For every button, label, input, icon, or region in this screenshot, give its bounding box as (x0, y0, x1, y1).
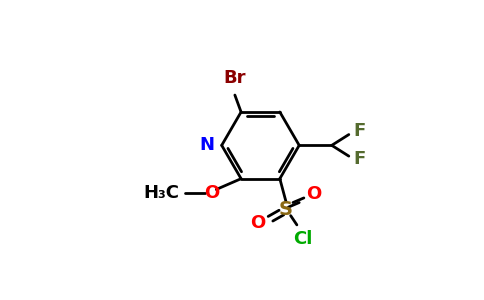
Text: Cl: Cl (293, 230, 313, 248)
Text: N: N (199, 136, 214, 154)
Text: F: F (353, 122, 366, 140)
Text: O: O (204, 184, 219, 202)
Text: Br: Br (224, 69, 246, 87)
Text: O: O (306, 185, 321, 203)
Text: S: S (279, 200, 293, 219)
Text: H₃C: H₃C (143, 184, 179, 202)
Text: F: F (353, 150, 366, 168)
Text: O: O (251, 214, 266, 232)
